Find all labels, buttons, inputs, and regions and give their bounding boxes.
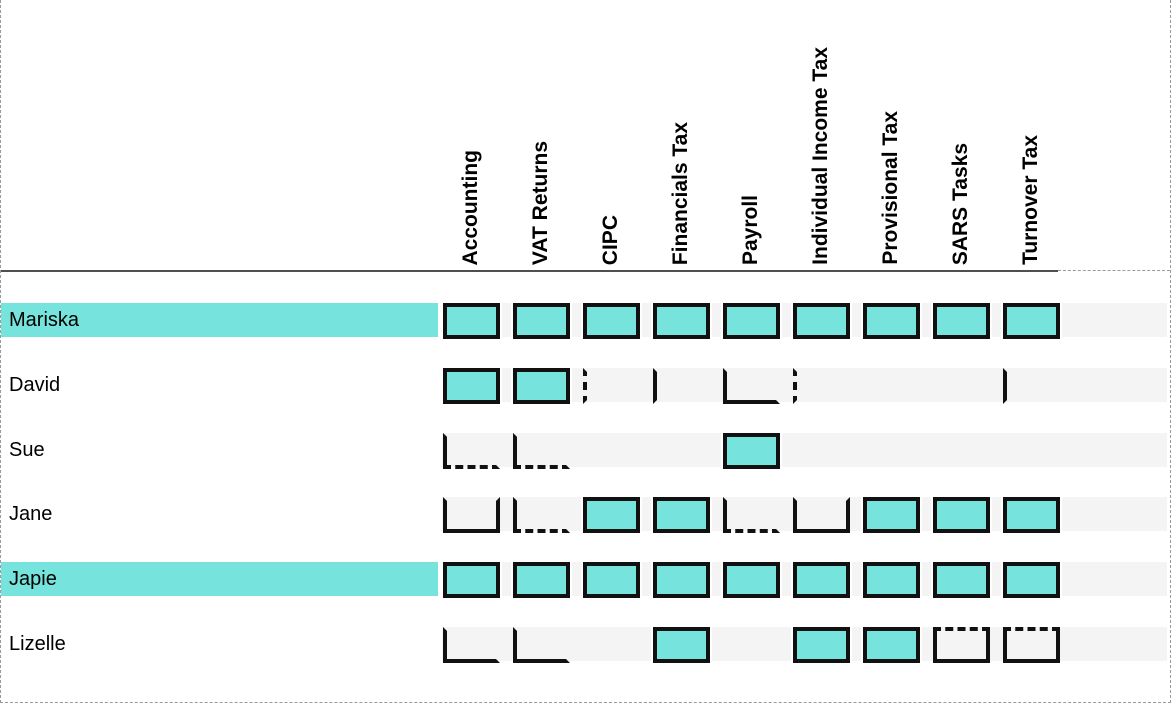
matrix-cell[interactable]	[443, 497, 500, 533]
matrix-cell[interactable]	[443, 368, 500, 404]
matrix-cell[interactable]	[723, 562, 780, 598]
column-header: SARS Tasks	[949, 142, 972, 265]
table-row: Lizelle	[1, 627, 1170, 663]
staff-name-cell[interactable]: Sue	[9, 438, 45, 461]
column-header: CIPC	[599, 214, 622, 265]
column-header: Payroll	[739, 194, 762, 265]
table-row: Jane	[1, 497, 1170, 533]
column-header: Provisional Tax	[879, 111, 902, 265]
matrix-cell[interactable]	[863, 368, 920, 404]
staff-name-cell[interactable]: Mariska	[1, 303, 438, 337]
matrix-cell[interactable]	[443, 627, 500, 663]
table-row: Sue	[1, 433, 1170, 469]
matrix-cell[interactable]	[653, 562, 710, 598]
staff-name-cell[interactable]: Japie	[1, 562, 438, 596]
matrix-cell[interactable]	[793, 368, 850, 404]
matrix-cell[interactable]	[933, 562, 990, 598]
matrix-cell[interactable]	[723, 627, 780, 663]
header-separator-dotted	[1058, 270, 1170, 271]
matrix-cell[interactable]	[583, 627, 640, 663]
matrix-cell[interactable]	[863, 497, 920, 533]
matrix-cell[interactable]	[723, 368, 780, 404]
matrix-cell[interactable]	[443, 562, 500, 598]
matrix-cell[interactable]	[513, 562, 570, 598]
matrix-cell[interactable]	[1003, 627, 1060, 663]
column-header: Financials Tax	[669, 121, 692, 265]
matrix-cell[interactable]	[933, 627, 990, 663]
matrix-cell[interactable]	[443, 433, 500, 469]
matrix-cell[interactable]	[933, 368, 990, 404]
matrix-cell[interactable]	[793, 627, 850, 663]
matrix-cell[interactable]	[583, 433, 640, 469]
matrix-cell[interactable]	[1003, 497, 1060, 533]
matrix-cell[interactable]	[723, 433, 780, 469]
matrix-cell[interactable]	[653, 433, 710, 469]
matrix-cell[interactable]	[863, 303, 920, 339]
matrix-cell[interactable]	[653, 368, 710, 404]
table-row: Mariska	[1, 303, 1170, 339]
column-header: VAT Returns	[529, 140, 552, 265]
table-row: Japie	[1, 562, 1170, 598]
staff-name-cell[interactable]: Lizelle	[9, 632, 66, 655]
matrix-cell[interactable]	[863, 562, 920, 598]
matrix-cell[interactable]	[1003, 303, 1060, 339]
matrix-cell[interactable]	[933, 303, 990, 339]
matrix-cell[interactable]	[513, 497, 570, 533]
matrix-cell[interactable]	[513, 627, 570, 663]
column-header: Accounting	[459, 149, 482, 266]
matrix-cell[interactable]	[793, 562, 850, 598]
matrix-cell[interactable]	[653, 303, 710, 339]
matrix-cell[interactable]	[583, 562, 640, 598]
matrix-cell[interactable]	[513, 368, 570, 404]
matrix-cell[interactable]	[793, 303, 850, 339]
matrix-cell[interactable]	[513, 303, 570, 339]
column-header: Individual Income Tax	[809, 47, 832, 265]
matrix-cell[interactable]	[723, 497, 780, 533]
matrix-cell[interactable]	[863, 433, 920, 469]
matrix-cell[interactable]	[793, 433, 850, 469]
header-separator-line	[1, 270, 1058, 272]
column-header: Turnover Tax	[1019, 135, 1042, 265]
matrix-cell[interactable]	[793, 497, 850, 533]
staff-name-cell[interactable]: Jane	[9, 502, 53, 525]
matrix-cell[interactable]	[1003, 562, 1060, 598]
matrix-cell[interactable]	[443, 303, 500, 339]
staff-name-cell[interactable]: David	[9, 373, 61, 396]
matrix-cell[interactable]	[513, 433, 570, 469]
matrix-cell[interactable]	[1003, 433, 1060, 469]
table-row: David	[1, 368, 1170, 404]
matrix-cell[interactable]	[933, 433, 990, 469]
row-background-band	[442, 433, 1167, 467]
matrix-cell[interactable]	[653, 627, 710, 663]
matrix-cell[interactable]	[1003, 368, 1060, 404]
matrix-cell[interactable]	[583, 497, 640, 533]
matrix-cell[interactable]	[863, 627, 920, 663]
matrix-cell[interactable]	[933, 497, 990, 533]
matrix-cell[interactable]	[583, 368, 640, 404]
matrix-cell[interactable]	[653, 497, 710, 533]
matrix-cell[interactable]	[583, 303, 640, 339]
matrix-cell[interactable]	[723, 303, 780, 339]
